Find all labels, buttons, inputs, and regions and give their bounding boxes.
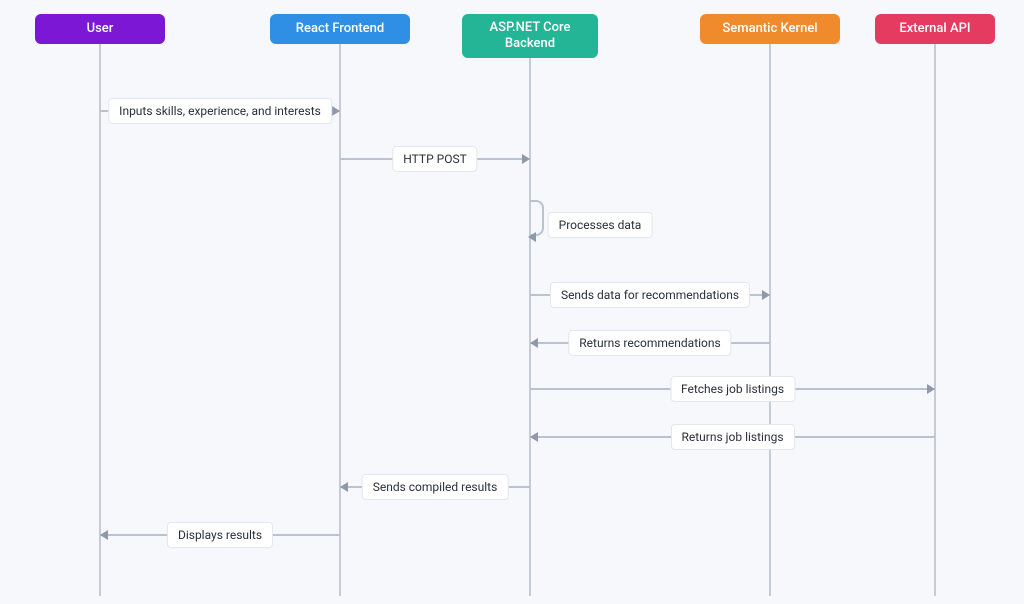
participant-label: ASP.NET Core Backend: [472, 20, 588, 53]
message-label: HTTP POST: [392, 146, 477, 172]
self-message: [530, 200, 544, 236]
arrow-left-icon: [528, 232, 536, 242]
participant-label: React Frontend: [296, 21, 384, 37]
participant-react: React Frontend: [270, 14, 410, 44]
lifeline-react: [339, 44, 341, 596]
participant-external: External API: [875, 14, 995, 44]
message-label: Fetches job listings: [670, 376, 795, 402]
participant-label: Semantic Kernel: [722, 21, 817, 37]
message-label: Displays results: [167, 522, 273, 548]
participant-label: External API: [899, 21, 970, 37]
arrow-left-icon: [100, 530, 108, 540]
message-label: Sends data for recommendations: [550, 282, 750, 308]
arrow-right-icon: [332, 106, 340, 116]
lifeline-aspnet: [529, 58, 531, 596]
arrow-right-icon: [522, 154, 530, 164]
arrow-left-icon: [530, 432, 538, 442]
message-label: Inputs skills, experience, and interests: [108, 98, 332, 124]
message-label: Processes data: [548, 212, 653, 238]
message-label: Returns job listings: [670, 424, 794, 450]
lifeline-user: [99, 44, 101, 596]
arrow-left-icon: [340, 482, 348, 492]
arrow-right-icon: [927, 384, 935, 394]
arrow-left-icon: [530, 338, 538, 348]
message-label: Returns recommendations: [568, 330, 731, 356]
message-label: Sends compiled results: [362, 474, 509, 500]
participant-aspnet: ASP.NET Core Backend: [462, 14, 598, 58]
participant-kernel: Semantic Kernel: [700, 14, 840, 44]
arrow-right-icon: [762, 290, 770, 300]
participant-label: User: [87, 21, 114, 37]
lifeline-kernel: [769, 44, 771, 596]
lifeline-external: [934, 44, 936, 596]
participant-user: User: [35, 14, 165, 44]
